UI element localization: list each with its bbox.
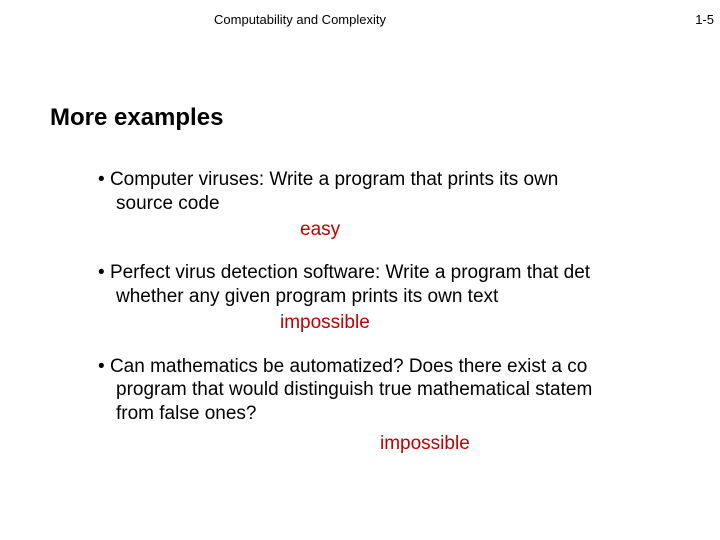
bullet-item: Computer viruses: Write a program that p… — [80, 168, 720, 241]
slide: Computability and Complexity 1-5 More ex… — [0, 0, 720, 540]
bullet-line: whether any given program prints its own… — [80, 285, 720, 309]
bullet-verdict: impossible — [80, 311, 720, 335]
bullet-line: Computer viruses: Write a program that p… — [80, 168, 720, 192]
bullet-line: source code — [80, 192, 720, 216]
bullet-verdict: impossible — [80, 432, 720, 456]
bullet-line: program that would distinguish true math… — [80, 378, 720, 402]
header-course: Computability and Complexity — [0, 12, 600, 27]
bullet-line: Can mathematics be automatized? Does the… — [80, 355, 720, 379]
bullet-verdict: easy — [80, 218, 720, 242]
slide-title: More examples — [50, 104, 223, 132]
page-number: 1-5 — [695, 12, 714, 27]
bullet-line: Perfect virus detection software: Write … — [80, 261, 720, 285]
bullet-line: from false ones? — [80, 402, 720, 426]
slide-content: Computer viruses: Write a program that p… — [80, 168, 720, 476]
bullet-item: Can mathematics be automatized? Does the… — [80, 355, 720, 456]
bullet-item: Perfect virus detection software: Write … — [80, 261, 720, 334]
